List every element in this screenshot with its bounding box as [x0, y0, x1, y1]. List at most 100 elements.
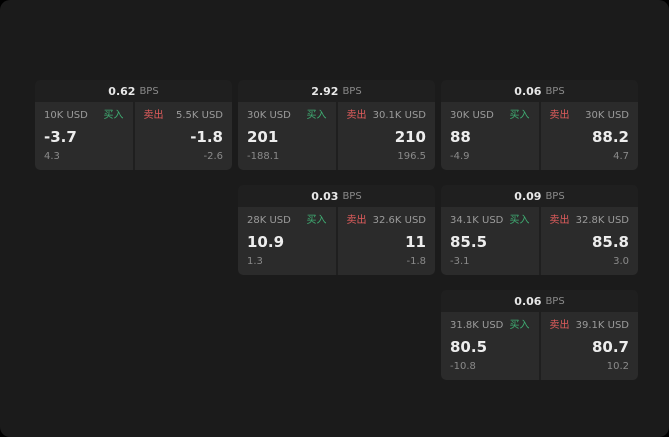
sell-panel[interactable]: 卖出 30.1K USD 210 196.5 [337, 102, 435, 170]
buy-delta: -188.1 [247, 151, 280, 162]
sell-price: 11 [405, 232, 426, 251]
spread-value: 0.06 [514, 294, 542, 308]
bps-label: BPS [342, 190, 362, 202]
spread-header: 2.92 BPS [238, 80, 435, 102]
sell-delta: 196.5 [397, 151, 426, 162]
bps-label: BPS [545, 295, 565, 307]
spread-header: 0.06 BPS [441, 80, 638, 102]
buy-price: 88 [450, 127, 471, 146]
buy-panel-top: 31.8K USD 买入 [450, 320, 530, 332]
quote-body: 28K USD 买入 10.9 1.3 卖出 32.6K USD 11 -1.8 [238, 207, 435, 275]
sell-label: 卖出 [346, 215, 367, 226]
buy-label: 买入 [103, 110, 124, 121]
buy-amount: 31.8K USD [450, 320, 504, 331]
buy-amount: 10K USD [44, 110, 88, 121]
buy-price: 85.5 [450, 232, 488, 251]
buy-price: 10.9 [247, 232, 285, 251]
quote-body: 31.8K USD 买入 80.5 -10.8 卖出 39.1K USD 80.… [441, 312, 638, 380]
sell-price: 88.2 [591, 127, 629, 146]
spread-header: 0.62 BPS [35, 80, 232, 102]
sell-amount: 5.5K USD [175, 110, 223, 121]
buy-delta: -10.8 [450, 361, 476, 372]
sell-amount: 30.1K USD [372, 110, 426, 121]
quote-card: 0.62 BPS 10K USD 买入 -3.7 4.3 卖出 5.5K USD [35, 80, 232, 170]
bps-label: BPS [545, 190, 565, 202]
sell-panel-top: 卖出 5.5K USD [144, 110, 224, 122]
buy-delta: -4.9 [450, 151, 470, 162]
buy-label: 买入 [509, 215, 530, 226]
sell-price: 210 [394, 127, 426, 146]
quote-body: 30K USD 买入 201 -188.1 卖出 30.1K USD 210 1… [238, 102, 435, 170]
buy-amount: 34.1K USD [450, 215, 504, 226]
spread-value: 2.92 [311, 84, 339, 98]
quote-body: 30K USD 买入 88 -4.9 卖出 30K USD 88.2 4.7 [441, 102, 638, 170]
sell-price: 85.8 [591, 232, 629, 251]
sell-label: 卖出 [549, 215, 570, 226]
bps-label: BPS [545, 85, 565, 97]
buy-label: 买入 [306, 110, 327, 121]
sell-panel[interactable]: 卖出 32.8K USD 85.8 3.0 [540, 207, 638, 275]
sell-panel[interactable]: 卖出 5.5K USD -1.8 -2.6 [134, 102, 232, 170]
buy-panel[interactable]: 28K USD 买入 10.9 1.3 [238, 207, 336, 275]
sell-amount: 32.8K USD [575, 215, 629, 226]
buy-panel[interactable]: 31.8K USD 买入 80.5 -10.8 [441, 312, 539, 380]
sell-delta: 4.7 [613, 151, 629, 162]
buy-amount: 30K USD [247, 110, 291, 121]
sell-price: -1.8 [190, 127, 223, 146]
buy-label: 买入 [509, 320, 530, 331]
buy-delta: 1.3 [247, 256, 263, 267]
buy-price: 201 [247, 127, 279, 146]
buy-panel[interactable]: 30K USD 买入 201 -188.1 [238, 102, 336, 170]
buy-panel-top: 10K USD 买入 [44, 110, 124, 122]
buy-amount: 30K USD [450, 110, 494, 121]
quote-body: 10K USD 买入 -3.7 4.3 卖出 5.5K USD -1.8 -2.… [35, 102, 232, 170]
sell-label: 卖出 [549, 110, 570, 121]
sell-delta: 3.0 [613, 256, 629, 267]
spread-value: 0.62 [108, 84, 136, 98]
sell-amount: 39.1K USD [575, 320, 629, 331]
buy-panel-top: 34.1K USD 买入 [450, 215, 530, 227]
spread-header: 0.06 BPS [441, 290, 638, 312]
quote-card: 2.92 BPS 30K USD 买入 201 -188.1 卖出 30.1K … [238, 80, 435, 170]
quote-card: 0.09 BPS 34.1K USD 买入 85.5 -3.1 卖出 32.8K… [441, 185, 638, 275]
sell-label: 卖出 [549, 320, 570, 331]
buy-price: 80.5 [450, 337, 488, 356]
sell-panel[interactable]: 卖出 32.6K USD 11 -1.8 [337, 207, 435, 275]
bps-label: BPS [139, 85, 159, 97]
quote-card: 0.06 BPS 30K USD 买入 88 -4.9 卖出 30K USD [441, 80, 638, 170]
buy-panel[interactable]: 30K USD 买入 88 -4.9 [441, 102, 539, 170]
quote-body: 34.1K USD 买入 85.5 -3.1 卖出 32.8K USD 85.8… [441, 207, 638, 275]
sell-amount: 30K USD [585, 110, 629, 121]
buy-panel[interactable]: 34.1K USD 买入 85.5 -3.1 [441, 207, 539, 275]
spread-header: 0.03 BPS [238, 185, 435, 207]
buy-panel-top: 28K USD 买入 [247, 215, 327, 227]
sell-delta: -1.8 [406, 256, 426, 267]
sell-panel-top: 卖出 32.6K USD [347, 215, 427, 227]
spread-value: 0.09 [514, 189, 542, 203]
buy-panel[interactable]: 10K USD 买入 -3.7 4.3 [35, 102, 133, 170]
sell-panel-top: 卖出 32.8K USD [550, 215, 630, 227]
sell-delta: -2.6 [203, 151, 223, 162]
sell-panel-top: 卖出 30K USD [550, 110, 630, 122]
buy-amount: 28K USD [247, 215, 291, 226]
sell-panel[interactable]: 卖出 30K USD 88.2 4.7 [540, 102, 638, 170]
spread-value: 0.06 [514, 84, 542, 98]
buy-price: -3.7 [44, 127, 77, 146]
buy-label: 买入 [509, 110, 530, 121]
sell-panel-top: 卖出 30.1K USD [347, 110, 427, 122]
buy-label: 买入 [306, 215, 327, 226]
buy-delta: -3.1 [450, 256, 470, 267]
sell-label: 卖出 [346, 110, 367, 121]
quote-card: 0.06 BPS 31.8K USD 买入 80.5 -10.8 卖出 39.1… [441, 290, 638, 380]
sell-panel-top: 卖出 39.1K USD [550, 320, 630, 332]
sell-delta: 10.2 [606, 361, 629, 372]
quote-grid: 0.62 BPS 10K USD 买入 -3.7 4.3 卖出 5.5K USD [35, 80, 638, 380]
spread-header: 0.09 BPS [441, 185, 638, 207]
sell-amount: 32.6K USD [372, 215, 426, 226]
sell-label: 卖出 [143, 110, 164, 121]
bps-label: BPS [342, 85, 362, 97]
sell-panel[interactable]: 卖出 39.1K USD 80.7 10.2 [540, 312, 638, 380]
buy-delta: 4.3 [44, 151, 60, 162]
quote-card: 0.03 BPS 28K USD 买入 10.9 1.3 卖出 32.6K US… [238, 185, 435, 275]
